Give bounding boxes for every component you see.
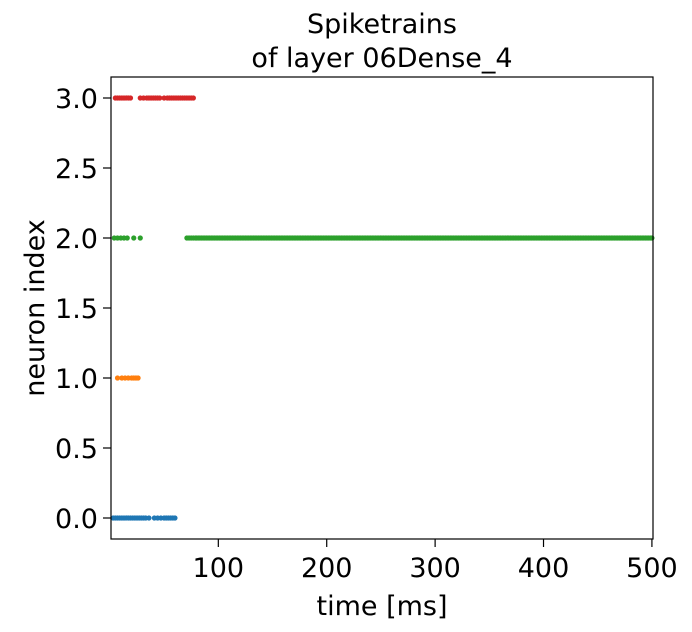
spike-marker-neuron-1 bbox=[135, 375, 141, 381]
spike-marker-neuron-3 bbox=[190, 95, 196, 101]
spike-marker-neuron-1 bbox=[114, 375, 121, 381]
x-tick-label: 400 bbox=[518, 553, 570, 584]
x-tick-label: 100 bbox=[193, 553, 245, 584]
chart-title-line-1: Spiketrains bbox=[307, 9, 457, 40]
spike-marker-neuron-2 bbox=[124, 235, 130, 241]
y-tick-label: 3.0 bbox=[55, 84, 98, 115]
x-axis: 100 200 300 400 500 bbox=[193, 539, 678, 584]
x-tick-label: 300 bbox=[409, 553, 461, 584]
y-tick-label: 1.5 bbox=[55, 294, 98, 325]
spike-marker-neuron-2 bbox=[131, 235, 137, 241]
spike-marker-neuron-0 bbox=[172, 515, 178, 521]
y-tick-label: 1.0 bbox=[55, 364, 98, 395]
y-axis: 0.0 0.5 1.0 1.5 2.0 2.5 3.0 bbox=[55, 84, 111, 535]
chart-title: Spiketrains of layer 06Dense_4 bbox=[251, 9, 512, 74]
spike-marker-neuron-0 bbox=[146, 515, 152, 521]
plot-frame bbox=[110, 76, 654, 540]
y-tick-label: 2.5 bbox=[55, 154, 98, 185]
spike-marker-neuron-3 bbox=[127, 95, 134, 101]
spike-marker-neuron-2 bbox=[649, 235, 655, 241]
chart-title-line-2: of layer 06Dense_4 bbox=[251, 43, 512, 74]
spike-marker-neuron-3 bbox=[157, 95, 163, 101]
y-tick-label: 2.0 bbox=[55, 224, 98, 255]
spike-marker-neuron-2 bbox=[137, 235, 143, 241]
x-tick-label: 500 bbox=[626, 553, 678, 584]
y-tick-label: 0.5 bbox=[55, 434, 98, 465]
y-axis-label: neuron index bbox=[20, 219, 51, 396]
x-tick-label: 200 bbox=[301, 553, 353, 584]
spike-markers bbox=[110, 95, 655, 521]
x-axis-label: time [ms] bbox=[316, 591, 447, 622]
y-tick-label: 0.0 bbox=[55, 504, 98, 535]
